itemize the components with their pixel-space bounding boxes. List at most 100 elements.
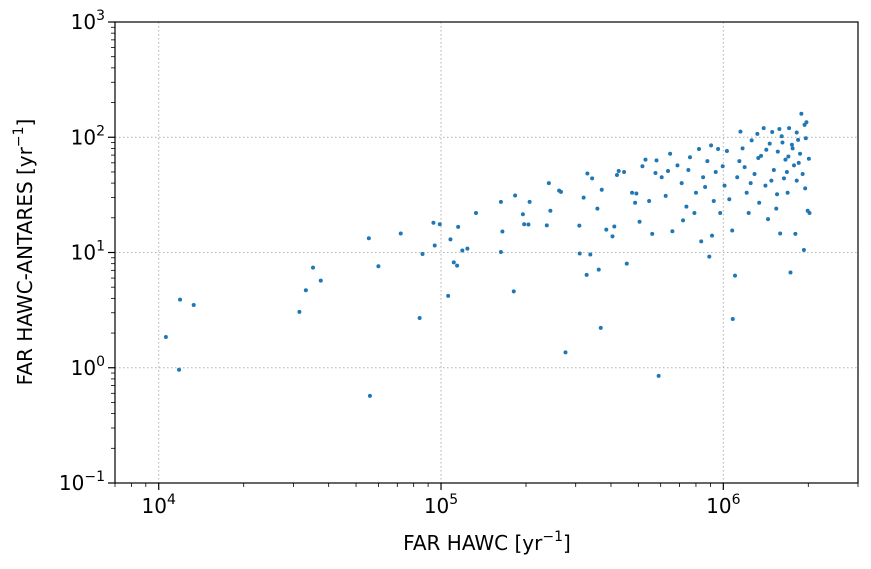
- data-point: [177, 367, 182, 372]
- data-point: [640, 164, 645, 169]
- data-point: [777, 126, 782, 131]
- data-point: [437, 222, 442, 227]
- data-point: [737, 159, 742, 164]
- data-point: [637, 219, 642, 224]
- data-point: [724, 148, 729, 153]
- data-point: [666, 168, 671, 173]
- minor-ticks: [111, 26, 859, 487]
- data-point: [432, 243, 437, 248]
- data-point: [668, 151, 673, 156]
- data-point: [633, 200, 638, 205]
- data-point: [696, 147, 701, 152]
- y-axis-label-superscript: −1: [11, 126, 27, 147]
- data-point: [663, 193, 668, 198]
- x-tick-label: 105: [424, 492, 458, 518]
- data-point: [798, 151, 803, 156]
- data-point: [709, 143, 714, 148]
- data-point: [701, 175, 706, 180]
- y-tick-base: 10: [71, 356, 96, 380]
- data-point: [787, 126, 792, 131]
- x-tick-base: 10: [142, 494, 167, 518]
- data-point: [577, 251, 582, 256]
- data-point: [757, 200, 762, 205]
- data-point: [670, 229, 675, 234]
- data-point: [595, 206, 600, 211]
- data-point: [500, 229, 505, 234]
- data-point: [780, 140, 785, 145]
- data-point: [794, 130, 799, 135]
- data-point: [705, 159, 710, 164]
- data-point: [793, 231, 798, 236]
- data-point: [451, 260, 456, 265]
- data-point: [563, 350, 568, 355]
- data-point: [796, 137, 801, 142]
- data-point: [740, 146, 745, 151]
- data-point: [744, 190, 749, 195]
- data-point: [806, 156, 811, 161]
- data-point: [318, 278, 323, 283]
- data-point: [634, 191, 639, 196]
- x-axis-label-superscript: −1: [542, 529, 563, 545]
- data-point: [585, 171, 590, 176]
- data-point: [431, 220, 436, 225]
- data-point: [785, 190, 790, 195]
- data-point: [687, 155, 692, 160]
- data-point: [790, 146, 795, 151]
- data-point: [367, 393, 372, 398]
- data-point: [778, 231, 783, 236]
- data-point: [710, 233, 715, 238]
- data-point: [692, 211, 697, 216]
- data-point: [720, 164, 725, 169]
- data-point: [446, 293, 451, 298]
- data-point: [767, 141, 772, 146]
- data-point: [311, 265, 316, 270]
- data-point: [783, 157, 788, 162]
- data-point: [730, 316, 735, 321]
- data-point: [599, 187, 604, 192]
- data-point: [643, 157, 648, 162]
- data-point: [761, 126, 766, 131]
- data-point: [590, 176, 595, 181]
- data-point: [802, 122, 807, 127]
- data-point: [788, 270, 793, 275]
- data-point: [693, 190, 698, 195]
- data-point: [763, 183, 768, 188]
- data-point: [498, 250, 503, 254]
- data-point: [730, 228, 735, 233]
- data-point: [455, 263, 460, 268]
- data-point: [581, 195, 586, 200]
- data-point: [448, 237, 453, 242]
- data-point: [803, 186, 808, 191]
- data-point: [792, 163, 796, 168]
- data-point: [659, 175, 664, 180]
- data-point: [526, 222, 531, 227]
- data-point: [766, 217, 771, 222]
- data-point: [675, 163, 680, 168]
- y-axis-label-close: ]: [13, 119, 37, 127]
- data-point: [713, 169, 718, 174]
- y-tick-label: 100: [71, 354, 105, 380]
- data-point: [460, 248, 465, 253]
- data-point: [789, 142, 794, 147]
- data-point: [610, 234, 615, 239]
- data-point: [752, 171, 757, 176]
- data-point: [653, 170, 658, 175]
- data-point: [746, 211, 751, 216]
- y-tick-label: 103: [71, 8, 105, 34]
- y-axis-label-text: FAR HAWC-ANTARES [yr: [13, 146, 37, 385]
- data-point: [614, 173, 619, 178]
- data-point: [711, 198, 716, 203]
- data-point: [522, 222, 527, 227]
- data-point: [527, 199, 532, 204]
- data-point: [624, 261, 629, 266]
- data-point: [616, 168, 621, 173]
- data-point: [473, 211, 478, 216]
- data-point: [770, 130, 775, 135]
- data-point: [622, 169, 627, 174]
- data-point: [775, 192, 780, 197]
- data-point: [738, 129, 743, 134]
- data-point: [498, 199, 503, 204]
- data-point: [297, 309, 302, 314]
